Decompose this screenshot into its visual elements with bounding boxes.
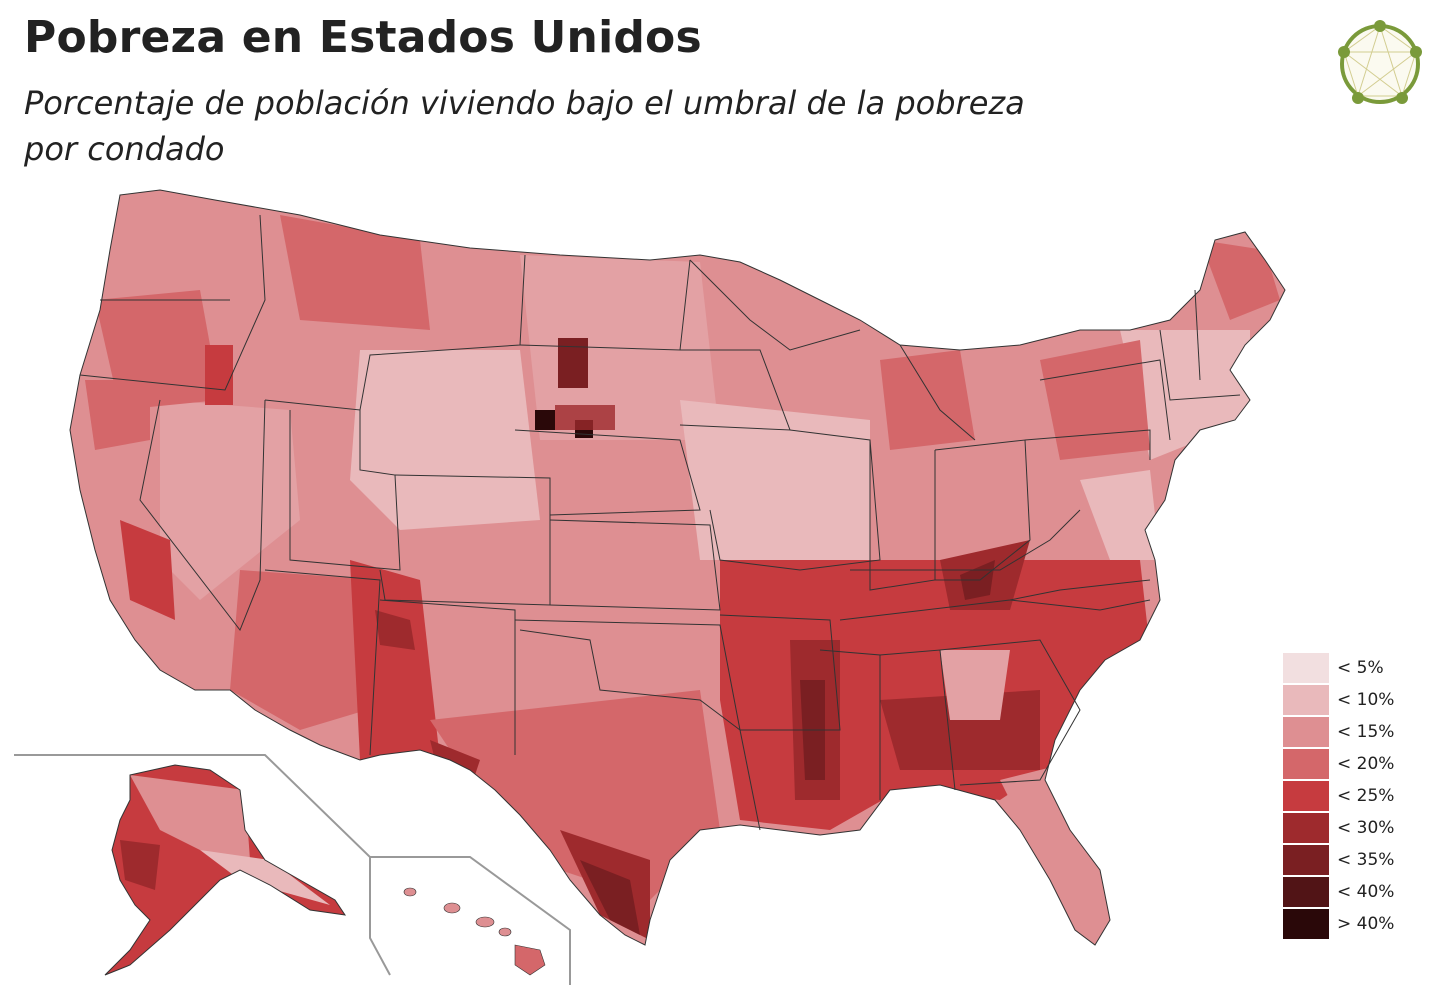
map-subtitle: Porcentaje de población viviendo bajo el…	[24, 80, 1025, 172]
legend-label: > 40%	[1337, 914, 1395, 934]
subtitle-line-2: por condado	[24, 130, 225, 168]
hawaii-inset-frame	[370, 856, 571, 985]
legend: < 5% < 10% < 15% < 20% < 25% < 30% < 35% < 40% >…	[1283, 652, 1413, 940]
legend-swatch	[1283, 909, 1329, 939]
legend-item: < 35%	[1283, 844, 1413, 876]
hawaii	[403, 887, 546, 976]
legend-label: < 10%	[1337, 690, 1395, 710]
legend-label: < 20%	[1337, 754, 1395, 774]
state-borders	[69, 189, 1286, 946]
logo-icon	[1338, 20, 1422, 104]
legend-item: < 30%	[1283, 812, 1413, 844]
legend-label: < 30%	[1337, 818, 1395, 838]
legend-item: < 20%	[1283, 748, 1413, 780]
legend-swatch	[1283, 813, 1329, 843]
legend-swatch	[1283, 653, 1329, 683]
legend-item: < 25%	[1283, 780, 1413, 812]
legend-label: < 15%	[1337, 722, 1395, 742]
legend-item: > 40%	[1283, 908, 1413, 940]
legend-swatch	[1283, 749, 1329, 779]
subtitle-line-1: Porcentaje de población viviendo bajo el…	[24, 84, 1025, 122]
legend-swatch	[1283, 781, 1329, 811]
legend-item: < 10%	[1283, 684, 1413, 716]
legend-item: < 5%	[1283, 652, 1413, 684]
legend-swatch	[1283, 845, 1329, 875]
legend-item: < 40%	[1283, 876, 1413, 908]
legend-label: < 25%	[1337, 786, 1395, 806]
legend-swatch	[1283, 717, 1329, 747]
map-title: Pobreza en Estados Unidos	[24, 12, 702, 63]
legend-label: < 35%	[1337, 850, 1395, 870]
legend-item: < 15%	[1283, 716, 1413, 748]
legend-label: < 40%	[1337, 882, 1395, 902]
legend-label: < 5%	[1337, 658, 1384, 678]
legend-swatch	[1283, 877, 1329, 907]
legend-swatch	[1283, 685, 1329, 715]
